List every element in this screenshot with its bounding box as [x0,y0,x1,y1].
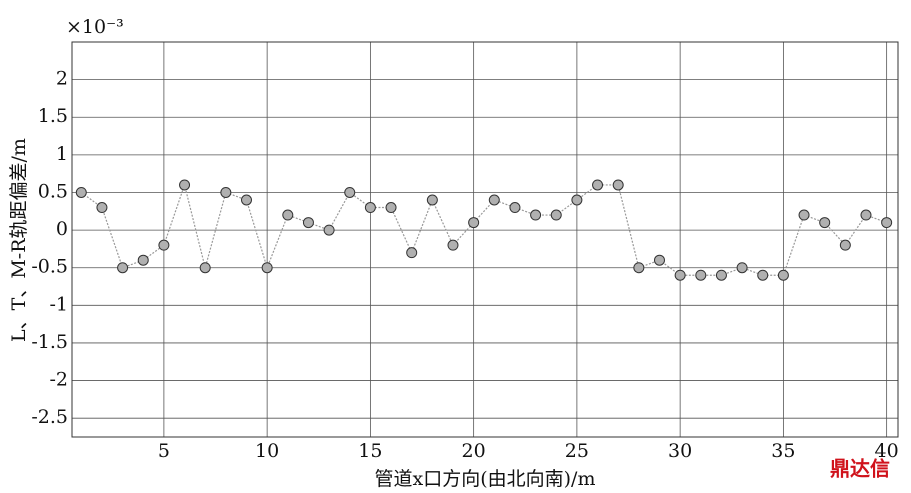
x-tick-label: 35 [771,440,795,462]
y-axis-label: L、T、M-R轨距偏差/m [8,138,30,342]
marker [592,179,604,191]
marker [757,269,769,281]
x-tick-label: 5 [158,440,170,462]
exponent-label: ×10⁻³ [66,16,124,38]
marker [612,179,624,191]
marker [385,202,397,214]
marker [571,194,583,206]
marker [117,262,129,274]
plot-frame [71,41,899,438]
x-axis-label: 管道x口方向(由北向南)/m [375,468,596,490]
marker [344,186,356,198]
marker [798,209,810,221]
marker [282,209,294,221]
y-tick-label: 2 [56,68,68,90]
x-tick-label: 15 [358,440,382,462]
watermark: 鼎达信 [830,457,890,481]
y-tick-label: -1 [49,293,68,315]
series-line [80,182,887,276]
marker [488,194,500,206]
y-tick-label: 1 [56,143,68,165]
y-tick-label: 0 [56,218,68,240]
marker [240,194,252,206]
marker [777,269,789,281]
marker [674,269,686,281]
marker [633,262,645,274]
marker [179,179,191,191]
marker [220,186,232,198]
marker [550,209,562,221]
y-tick-label: -0.5 [31,256,68,278]
marker [715,269,727,281]
marker [736,262,748,274]
marker [364,202,376,214]
x-tick-label: 25 [565,440,589,462]
marker [530,209,542,221]
y-tick-label: 0.5 [38,180,68,202]
marker [261,262,273,274]
marker [426,194,438,206]
x-tick-label: 10 [255,440,279,462]
y-tick-label: -2.5 [31,406,68,428]
marker [695,269,707,281]
marker [199,262,211,274]
x-tick-label: 30 [668,440,692,462]
marker [75,186,87,198]
marker [860,209,872,221]
marker [96,202,108,214]
marker [881,217,893,229]
marker [406,247,418,259]
y-tick-label: -2 [49,369,68,391]
marker [653,254,665,266]
marker [509,202,521,214]
marker [819,217,831,229]
y-tick-label: 1.5 [38,105,68,127]
marker [323,224,335,236]
marker [137,254,149,266]
x-tick-label: 20 [462,440,486,462]
x-tick-label: 40 [875,440,899,462]
marker [447,239,459,251]
marker [468,217,480,229]
marker [158,239,170,251]
marker [839,239,851,251]
y-tick-label: -1.5 [31,331,68,353]
marker [302,217,314,229]
